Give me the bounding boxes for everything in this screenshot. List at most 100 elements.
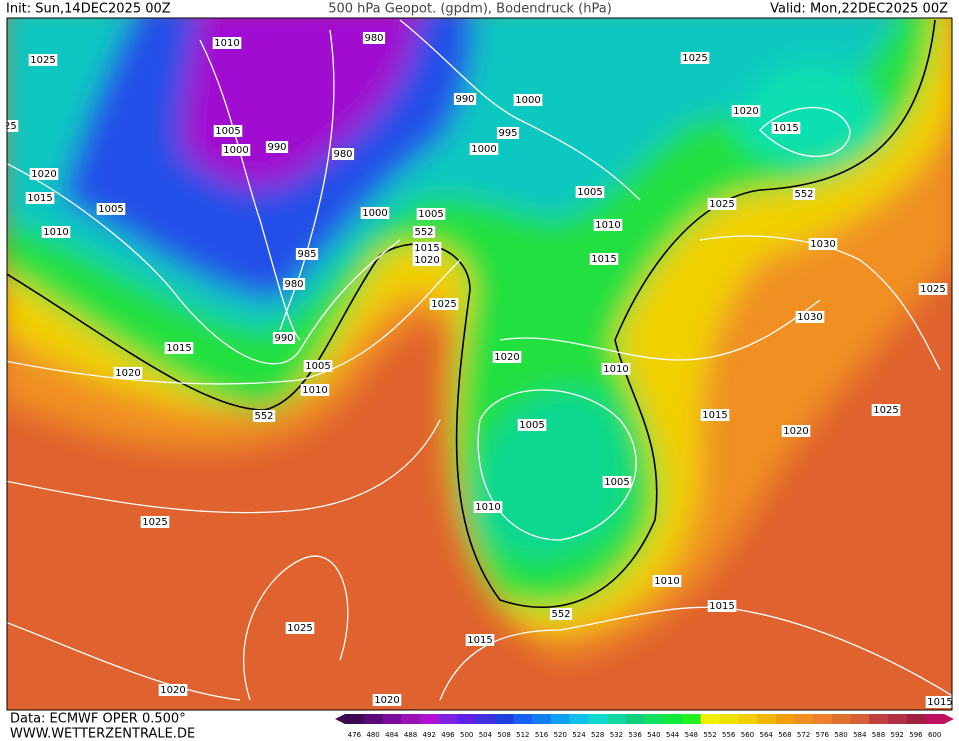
map-title: 500 hPa Geopot. (gpdm), Bodendruck (hPa) xyxy=(328,2,612,17)
isobar-label: 1015 xyxy=(700,409,730,421)
isobar-label: 552 xyxy=(252,410,276,422)
colorbar-swatch xyxy=(625,714,645,724)
isobar-value: 985 xyxy=(297,249,316,260)
init-time: Init: Sun,14DEC2025 00Z xyxy=(6,2,171,17)
isobar-value: 1020 xyxy=(31,169,56,180)
isobar-label: 1005 xyxy=(602,476,632,488)
label-box xyxy=(282,278,306,290)
isobar-label: 990 xyxy=(272,332,296,344)
label-box xyxy=(360,207,390,219)
isobar-label: 1020 xyxy=(158,684,188,696)
isobar-label: 1010 xyxy=(593,219,623,231)
label-box xyxy=(918,283,948,295)
isobar-value: 1025 xyxy=(0,121,17,132)
isobar-label: 1020 xyxy=(29,168,59,180)
label-box xyxy=(549,608,573,620)
isobar-value: 1025 xyxy=(873,405,898,416)
isobar-label: 1005 xyxy=(213,125,243,137)
isobar-value: 1010 xyxy=(654,576,679,587)
isobar-label: 1000 xyxy=(360,207,390,219)
colorbar-label: 584 xyxy=(853,731,867,739)
isobar-label: 1005 xyxy=(96,203,126,215)
isobar-value: 1030 xyxy=(797,312,822,323)
colorbar-label: 588 xyxy=(872,731,885,739)
isobar-label: 1015 xyxy=(164,342,194,354)
label-box xyxy=(412,242,442,254)
isobar-value: 1020 xyxy=(160,685,185,696)
colorbar-swatch xyxy=(438,714,458,724)
isobar-value: 1005 xyxy=(305,361,330,372)
isobar-value: 990 xyxy=(274,333,293,344)
label-box xyxy=(303,360,333,372)
label-box xyxy=(272,332,296,344)
label-box xyxy=(212,37,242,49)
isobar-value: 552 xyxy=(414,227,433,238)
label-box xyxy=(25,192,55,204)
isobar-label: 1025 xyxy=(285,622,315,634)
isobar-value: 1020 xyxy=(414,255,439,266)
colorbar-swatch xyxy=(644,714,664,724)
colorbar-swatch xyxy=(363,714,383,724)
isobar-label: 1025 xyxy=(918,283,948,295)
isobar-label: 1030 xyxy=(808,238,838,250)
colorbar-label: 600 xyxy=(928,731,941,739)
isobar-value: 1010 xyxy=(302,385,327,396)
isobar-value: 990 xyxy=(455,94,474,105)
isobar-value: 1015 xyxy=(702,410,727,421)
isobar-label: 1025 xyxy=(429,298,459,310)
height-field xyxy=(7,18,952,660)
isobar-value: 1015 xyxy=(591,254,616,265)
isobar-label: 985 xyxy=(295,248,319,260)
colorbar-swatch xyxy=(419,714,439,724)
colorbar-swatch xyxy=(869,714,889,724)
colorbar-swatch xyxy=(550,714,570,724)
isobar-label: 552 xyxy=(792,188,816,200)
isobar-label: 552 xyxy=(549,608,573,620)
isobar-value: 552 xyxy=(254,411,273,422)
label-box xyxy=(680,52,710,64)
label-box xyxy=(41,226,71,238)
isobar-label: 1010 xyxy=(473,501,503,513)
isobar-label: 1005 xyxy=(517,419,547,431)
isobar-label: 552 xyxy=(412,226,436,238)
isobar-label: 980 xyxy=(362,32,386,44)
isobar-value: 1020 xyxy=(115,368,140,379)
isobar-value: 1000 xyxy=(362,208,387,219)
label-box xyxy=(412,226,436,238)
isobar-label: 1020 xyxy=(492,351,522,363)
colorbar-label: 520 xyxy=(554,731,567,739)
colorbar-label: 480 xyxy=(366,731,379,739)
isobar-label: 1020 xyxy=(412,254,442,266)
isobar-label: 1025 xyxy=(0,120,19,132)
isobar-label: 1020 xyxy=(113,367,143,379)
isobar-value: 1015 xyxy=(927,697,952,708)
label-box xyxy=(252,410,276,422)
isobar-value: 1000 xyxy=(471,144,496,155)
colorbar-swatch xyxy=(494,714,514,724)
label-box xyxy=(707,600,737,612)
isobar-label: 1015 xyxy=(412,242,442,254)
label-box xyxy=(808,238,838,250)
isobar-value: 1015 xyxy=(773,123,798,134)
colorbar-swatch xyxy=(700,714,720,724)
colorbar-swatch xyxy=(719,714,739,724)
isobar-label: 990 xyxy=(453,93,477,105)
label-box xyxy=(412,254,442,266)
label-box xyxy=(164,342,194,354)
colorbar-swatch xyxy=(457,714,477,724)
isobar-label: 1025 xyxy=(707,198,737,210)
colorbar-label: 512 xyxy=(516,731,529,739)
isobar-value: 1005 xyxy=(98,204,123,215)
colorbar-label: 552 xyxy=(703,731,716,739)
colorbar-label: 524 xyxy=(572,731,586,739)
isobar-value: 1015 xyxy=(166,343,191,354)
map-frame xyxy=(6,17,953,711)
isobar-value: 1025 xyxy=(682,53,707,64)
colorbar-label: 504 xyxy=(479,731,493,739)
label-box xyxy=(575,186,605,198)
label-box xyxy=(795,311,825,323)
label-box xyxy=(652,575,682,587)
colorbar-swatch xyxy=(738,714,758,724)
isobar-value: 980 xyxy=(333,149,352,160)
colorbar-swatch xyxy=(382,714,402,724)
